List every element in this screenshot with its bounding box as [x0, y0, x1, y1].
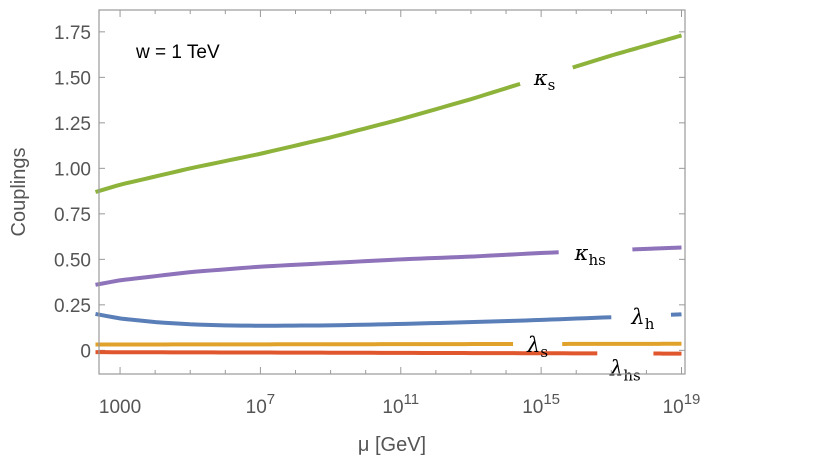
- series-label-λh: λh: [630, 305, 654, 333]
- series-line-κs: [94, 81, 521, 194]
- series-line-κhs: [95, 250, 559, 287]
- y-tick-label: 0: [80, 341, 91, 362]
- y-tick-label: 0.50: [54, 250, 91, 271]
- y-tick-label: 1.25: [54, 114, 91, 135]
- series-label-λs: λs: [526, 333, 548, 361]
- x-tick-label: 1000: [99, 397, 141, 418]
- x-tick-label: 1019: [663, 391, 701, 418]
- x-tick-label: 1011: [382, 391, 419, 418]
- x-axis-title: μ [GeV]: [358, 434, 426, 456]
- x-tick-label: 1015: [522, 391, 560, 418]
- y-tick-label: 0.75: [54, 205, 91, 226]
- tick-marks: [99, 10, 685, 374]
- series-label-κs: κs: [533, 66, 555, 94]
- series-line-λh: [95, 311, 612, 328]
- plot-frame: [98, 9, 686, 375]
- series-lines: [94, 33, 683, 356]
- x-tick-labels: 1000 107 1011 1015 1019: [99, 391, 700, 418]
- y-tick-label: 1.50: [54, 68, 91, 89]
- chart-annotation: w = 1 TeV: [135, 42, 220, 63]
- series-line-κhs: [632, 245, 682, 252]
- y-tick-labels: 0 0.25 0.50 0.75 1.00 1.25 1.50 1.75: [54, 23, 91, 362]
- series-label-κhs: κhs: [574, 241, 606, 269]
- y-axis-title: Couplings: [8, 148, 30, 237]
- y-tick-label: 1.00: [54, 159, 91, 180]
- series-labels: κs κhs λh λs λhs: [526, 66, 655, 384]
- y-tick-label: 0.25: [54, 296, 91, 317]
- series-line-λhs: [95, 350, 598, 356]
- series-label-λhs: λhs: [609, 356, 641, 384]
- x-tick-label: 107: [246, 391, 275, 418]
- y-tick-label: 1.75: [54, 23, 91, 44]
- series-line-κs: [572, 33, 683, 70]
- series-line-λs: [95, 342, 514, 347]
